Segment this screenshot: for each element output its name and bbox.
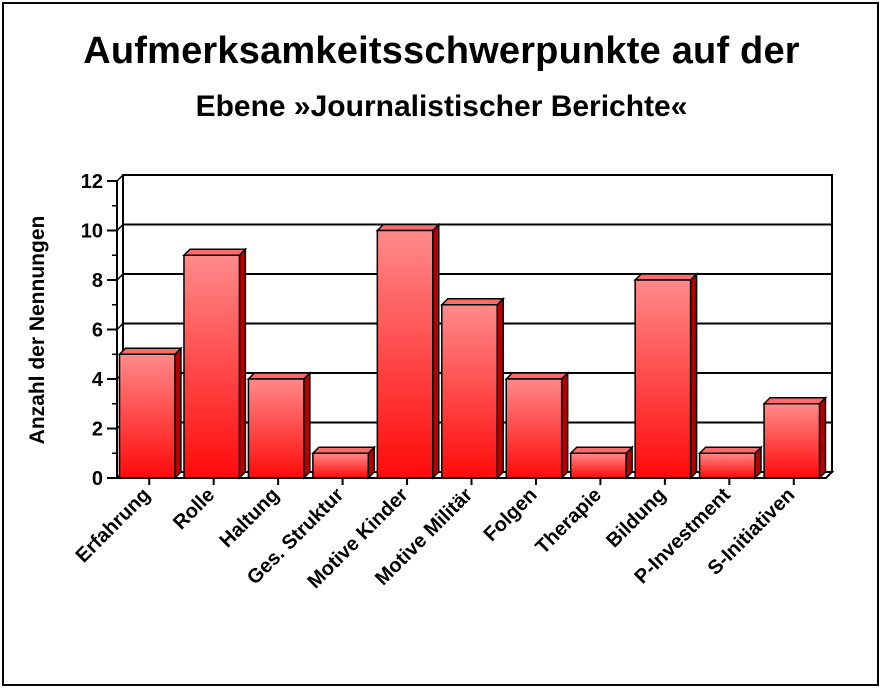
bar [375,222,441,480]
bar [504,371,570,480]
bar [697,445,763,480]
bar-side [818,395,827,480]
bar-front [118,353,176,479]
y-tick-label: 6 [92,320,103,342]
bar [246,371,312,480]
bar-front [763,403,821,479]
bar-top [633,273,699,281]
y-tick-label: 8 [92,270,103,292]
bar [182,247,248,480]
bar-top [504,372,570,380]
bar-front [505,378,563,479]
x-tick-label: Erfahrung [72,484,155,567]
bar-top [117,347,183,355]
bar [439,296,506,480]
bar-front [634,279,692,479]
bar [117,346,183,480]
chart-subtitle: Ebene »Journalistischer Berichte« [195,90,688,123]
y-tick-label: 4 [92,369,104,391]
bar-top [439,298,506,306]
bar-side [496,296,504,480]
x-tick-label: Therapie [531,484,606,559]
bar-top [568,446,634,454]
chart-title: Aufmerksamkeitsschwerpunkte auf der [83,30,800,72]
y-tick-label: 10 [81,221,103,243]
bar [762,395,828,480]
x-tick-label: Rolle [169,484,219,534]
bar-top [762,397,828,405]
bar-front [698,452,756,479]
bar-top [697,446,763,454]
bar-side [238,247,247,480]
bar-top [246,372,312,380]
bar-top [311,446,377,454]
bar-side [432,222,440,480]
bar [311,445,377,480]
bar-front [376,229,434,479]
bar-side [303,371,311,480]
bar-front [569,452,627,479]
y-axis-label: Anzahl der Nennungen [26,216,49,445]
bar-front [183,254,241,479]
bar-side [689,272,698,480]
y-tick-label: 0 [92,468,103,490]
x-tick-label: Folgen [480,484,542,546]
bar-front [247,378,305,479]
y-tick-label: 12 [81,171,103,193]
bar-side [174,346,182,480]
bar-top [375,223,441,232]
gridline-diagonal [116,174,124,182]
bar [633,272,699,480]
y-tick-label: 2 [92,419,103,441]
bar-front [312,452,370,479]
bar-top [182,248,248,256]
bar-side [560,371,569,480]
bar [568,445,634,480]
bar-front [441,304,498,479]
